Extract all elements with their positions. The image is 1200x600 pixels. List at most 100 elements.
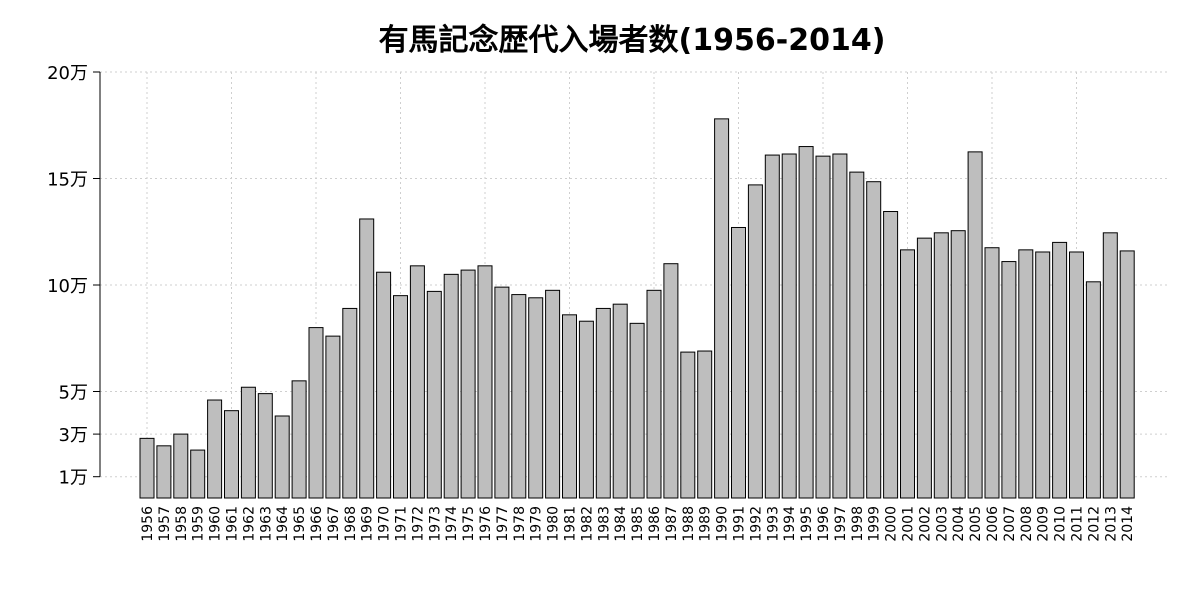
x-tick-label: 1976: [478, 506, 494, 542]
bar: [984, 247, 1000, 499]
chart-title: 有馬記念歴代入場者数(1956-2014): [379, 23, 886, 58]
bar: [883, 211, 899, 499]
bar: [562, 314, 577, 499]
x-tick-label: 1971: [394, 506, 410, 542]
bar: [393, 295, 408, 499]
x-tick-label: 2008: [1019, 506, 1035, 542]
bar: [342, 307, 358, 499]
bar: [1069, 251, 1084, 499]
x-tick-label: 1988: [681, 506, 697, 542]
x-tick-label: 2012: [1086, 506, 1102, 542]
bars: [139, 118, 1135, 499]
x-tick-label: 1975: [461, 506, 477, 542]
bar: [578, 320, 594, 499]
bar: [511, 294, 527, 499]
bar: [426, 290, 442, 499]
x-tick-label: 1979: [529, 506, 545, 542]
bar: [1085, 281, 1101, 499]
x-tick-label: 1970: [377, 506, 393, 542]
x-tick-label: 1973: [427, 506, 443, 542]
x-tick-label: 1989: [698, 506, 714, 542]
bar: [494, 286, 510, 499]
x-tick-label: 1977: [495, 506, 511, 542]
x-tick-label: 1966: [309, 506, 325, 542]
x-tick-label: 1959: [191, 506, 207, 542]
x-tick-label: 1992: [748, 506, 764, 542]
bar: [240, 386, 256, 499]
bar: [224, 410, 239, 499]
bar: [916, 237, 932, 499]
bar: [933, 232, 949, 499]
x-tick-label: 1957: [157, 506, 173, 542]
x-tick-label: 2007: [1002, 506, 1018, 542]
bar: [190, 449, 206, 499]
x-tick-label: 1999: [867, 506, 883, 542]
bar: [291, 380, 307, 499]
bar: [815, 155, 831, 499]
x-tick-label: 1990: [715, 506, 731, 542]
x-tick-label: 1972: [410, 506, 426, 542]
bar: [950, 230, 966, 499]
bar: [443, 273, 459, 499]
bar: [1018, 249, 1034, 499]
bar: [798, 146, 814, 499]
x-tick-label: 1978: [512, 506, 528, 542]
y-tick-label: 3万: [59, 425, 88, 446]
x-tick-label: 1980: [546, 506, 562, 542]
x-tick-label: 2006: [985, 506, 1001, 542]
y-axis: 1万 3万 5万 10万 15万 20万: [47, 63, 101, 489]
x-tick-label: 2005: [968, 506, 984, 542]
bar: [646, 289, 662, 499]
bar: [460, 269, 476, 499]
x-tick-label: 1998: [850, 506, 866, 542]
x-tick-label: 1991: [732, 506, 748, 542]
bar: [832, 153, 848, 499]
x-tick-label: 1960: [208, 506, 224, 542]
x-axis-labels: 1956 1957 1958 1959 1960 1961 1962 1963 1964 1965…: [140, 506, 1136, 542]
bar: [156, 445, 172, 499]
x-tick-label: 1985: [630, 506, 646, 542]
y-tick-label: 20万: [47, 63, 88, 84]
x-tick-label: 1964: [275, 506, 291, 542]
bar: [409, 265, 425, 499]
x-tick-label: 1961: [225, 506, 241, 542]
bar: [747, 184, 763, 499]
x-tick-label: 2002: [917, 506, 933, 542]
bar: [1119, 250, 1135, 499]
y-tick-label: 15万: [47, 170, 88, 191]
bar: [308, 327, 324, 499]
y-tick-label: 1万: [59, 468, 88, 489]
bar: [207, 399, 223, 499]
bar: [612, 303, 628, 499]
bar: [714, 118, 730, 499]
x-tick-label: 1981: [563, 506, 579, 542]
x-tick-label: 1983: [596, 506, 612, 542]
y-tick-label: 5万: [59, 383, 88, 404]
bar: [1102, 232, 1118, 499]
bar: [139, 437, 155, 499]
bar: [900, 249, 915, 499]
x-tick-label: 1997: [833, 506, 849, 542]
bar: [325, 335, 341, 499]
bar: [1035, 251, 1051, 499]
x-tick-label: 1993: [765, 506, 781, 542]
x-tick-label: 2011: [1070, 506, 1086, 542]
bar: [680, 351, 696, 499]
x-tick-label: 1965: [292, 506, 308, 542]
bar: [173, 433, 189, 499]
bar: [376, 271, 392, 499]
bar: [697, 350, 713, 499]
bar: [257, 393, 273, 499]
x-tick-label: 1994: [782, 506, 798, 542]
bar: [663, 263, 679, 499]
x-tick-label: 2003: [934, 506, 950, 542]
bar: [545, 289, 561, 499]
x-tick-label: 1968: [343, 506, 359, 542]
bar: [781, 153, 797, 499]
x-tick-label: 1967: [326, 506, 342, 542]
bar: [595, 307, 611, 499]
x-tick-label: 1963: [258, 506, 274, 542]
x-tick-label: 1958: [174, 506, 190, 542]
x-tick-label: 1962: [241, 506, 257, 542]
